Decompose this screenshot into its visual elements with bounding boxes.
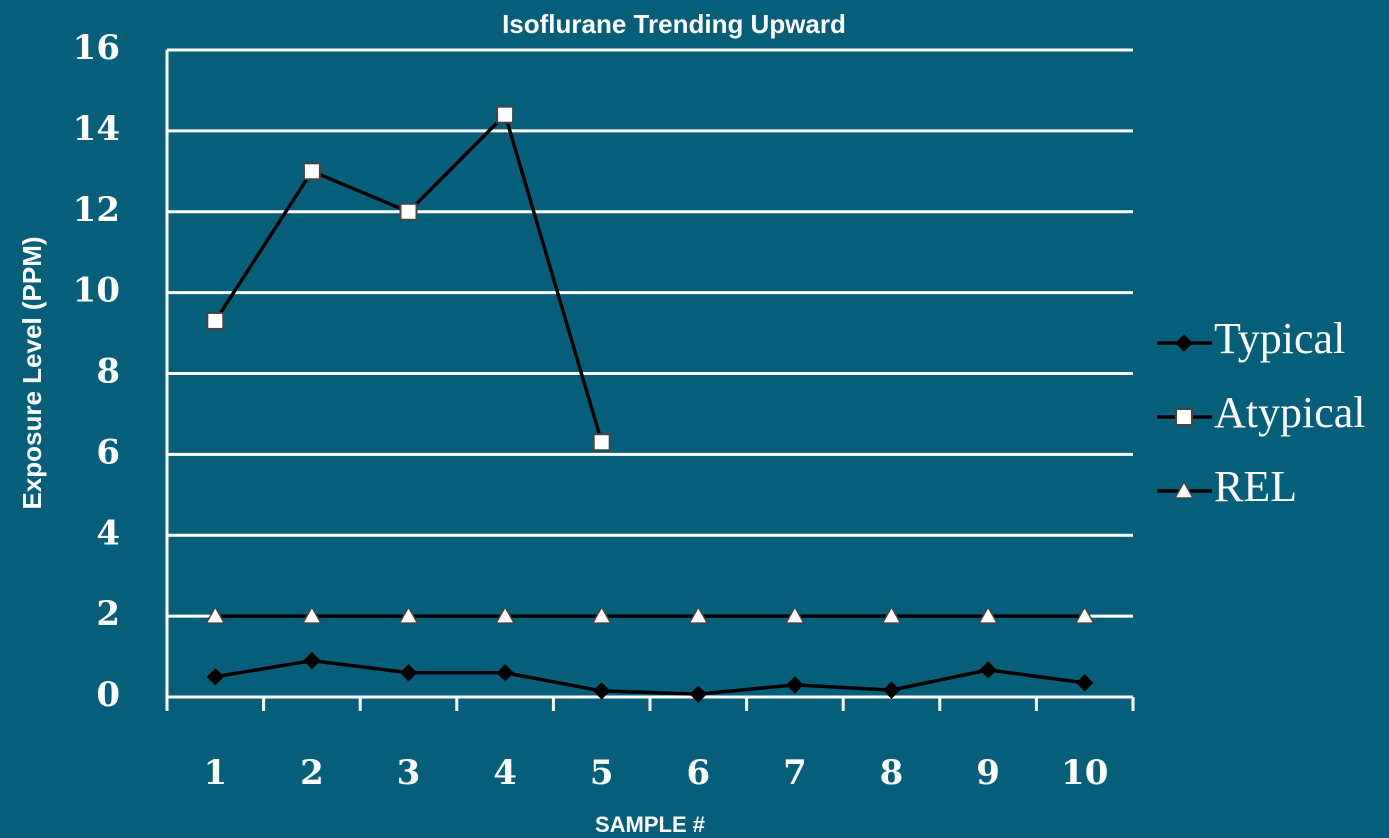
y-axis-label: Exposure Level (PPM) <box>17 236 47 509</box>
marker <box>496 105 515 124</box>
marker <box>688 605 709 624</box>
x-tick-label: 4 <box>493 753 517 793</box>
x-tick-label: 5 <box>590 753 614 793</box>
marker <box>977 605 999 624</box>
marker <box>398 605 419 624</box>
y-tick-label: 10 <box>73 271 120 311</box>
marker <box>689 685 708 703</box>
y-tick-label: 16 <box>73 28 120 68</box>
legend-marker <box>1175 408 1193 426</box>
y-tick-label: 12 <box>73 190 120 230</box>
marker <box>206 311 225 330</box>
marker <box>591 605 612 624</box>
marker <box>882 681 901 699</box>
marker <box>592 682 611 700</box>
marker <box>786 676 804 694</box>
marker <box>979 661 997 679</box>
x-tick-label: 7 <box>783 753 807 793</box>
legend-label: REL <box>1214 462 1297 511</box>
y-tick-label: 2 <box>96 594 120 634</box>
x-tick-label: 1 <box>203 753 227 793</box>
y-tick-label: 0 <box>96 675 120 715</box>
y-tick-label: 8 <box>96 352 120 392</box>
marker <box>302 162 321 181</box>
series-line <box>213 111 604 443</box>
marker <box>205 605 226 624</box>
marker <box>494 605 516 624</box>
x-tick-label: 3 <box>397 753 421 793</box>
x-tick-label: 2 <box>300 753 324 793</box>
x-axis-label: SAMPLE # <box>595 812 705 837</box>
y-tick-label: 6 <box>96 432 120 472</box>
marker <box>496 664 514 682</box>
chart-title: Isoflurane Trending Upward <box>502 9 846 39</box>
marker <box>303 651 321 670</box>
legend-marker <box>1175 334 1193 352</box>
marker <box>1075 674 1094 692</box>
x-tick-label: 10 <box>1061 753 1108 793</box>
marker <box>206 668 225 686</box>
marker <box>1074 605 1095 624</box>
y-tick-label: 14 <box>73 109 120 149</box>
marker <box>399 202 418 221</box>
x-tick-label: 9 <box>976 753 1000 793</box>
marker <box>399 664 418 682</box>
marker <box>301 605 323 624</box>
x-tick-label: 8 <box>880 753 904 793</box>
y-tick-label: 4 <box>96 513 120 553</box>
marker <box>592 433 611 452</box>
legend-label: Atypical <box>1214 388 1366 437</box>
legend-marker <box>1173 480 1195 499</box>
marker <box>784 605 806 624</box>
x-tick-label: 6 <box>686 753 710 793</box>
series-line <box>215 658 1085 696</box>
legend-label: Typical <box>1214 314 1345 363</box>
marker <box>881 605 902 624</box>
